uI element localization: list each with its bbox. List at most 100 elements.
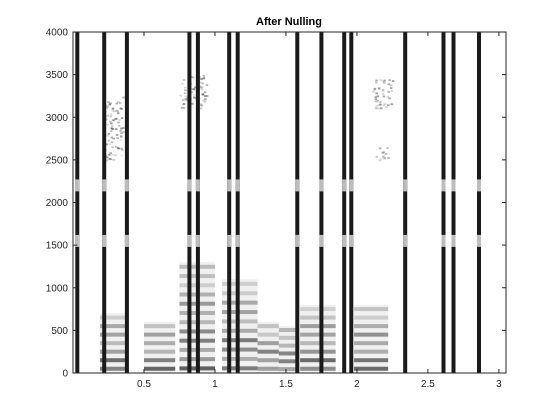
vertical-line bbox=[342, 32, 347, 373]
harmonic-stripe bbox=[143, 324, 176, 329]
formant-speckle bbox=[377, 107, 380, 110]
formant-speckle bbox=[109, 113, 113, 116]
vertical-line-notch bbox=[342, 179, 347, 192]
formant-speckle bbox=[118, 119, 121, 121]
formant-speckle bbox=[105, 107, 109, 109]
formant-speckle bbox=[190, 91, 194, 94]
vertical-line-bar bbox=[75, 32, 80, 373]
formant-speckle bbox=[184, 98, 188, 100]
formant-speckle bbox=[205, 84, 209, 86]
formant-speckle bbox=[375, 155, 378, 158]
vertical-line-bar bbox=[195, 32, 200, 373]
formant-speckle bbox=[381, 152, 385, 154]
harmonic-haze bbox=[300, 304, 336, 373]
formant-speckle bbox=[378, 87, 381, 89]
vertical-line-bar bbox=[124, 32, 129, 373]
harmonic-stripe bbox=[99, 341, 129, 346]
formant-speckle bbox=[192, 96, 196, 98]
formant-speckle bbox=[110, 130, 113, 132]
formant-speckle bbox=[108, 143, 112, 146]
formant-speckle bbox=[107, 132, 111, 135]
harmonic-stripe bbox=[257, 366, 279, 371]
formant-speckle bbox=[199, 107, 203, 110]
formant-speckle bbox=[115, 109, 118, 112]
vertical-line bbox=[102, 32, 107, 373]
formant-speckle bbox=[106, 114, 110, 117]
harmonic-region bbox=[143, 321, 176, 373]
formant-speckle bbox=[204, 95, 207, 97]
formant-speckle bbox=[111, 128, 115, 130]
formant-speckle bbox=[119, 138, 123, 141]
harmonic-stripe bbox=[354, 358, 389, 363]
formant-speckle bbox=[120, 132, 123, 135]
formant-speckle bbox=[201, 82, 204, 85]
vertical-line bbox=[319, 32, 324, 373]
formant-speckle bbox=[105, 156, 108, 158]
vertical-line-notch bbox=[187, 179, 192, 192]
formant-speckle bbox=[111, 109, 114, 112]
formant-speckle bbox=[378, 147, 382, 150]
vertical-line-notch bbox=[195, 234, 200, 247]
formant-speckle bbox=[379, 79, 382, 81]
harmonic-stripe bbox=[354, 324, 389, 329]
vertical-line-bar bbox=[403, 32, 408, 373]
vertical-line-notch bbox=[124, 179, 129, 192]
vertical-line-bar bbox=[235, 32, 240, 373]
formant-speckle bbox=[112, 119, 115, 122]
vertical-line-notch bbox=[349, 179, 354, 192]
formant-speckle bbox=[384, 153, 388, 155]
formant-speckle bbox=[117, 121, 120, 124]
vertical-line-notch bbox=[227, 179, 232, 192]
formant-speckle bbox=[201, 93, 205, 96]
formant-speckle bbox=[199, 85, 202, 88]
formant-speckle bbox=[184, 86, 187, 89]
harmonic-region bbox=[300, 304, 336, 373]
formant-speckle bbox=[110, 125, 114, 128]
formant-speckle bbox=[374, 107, 378, 110]
formant-speckle bbox=[117, 124, 121, 127]
formant-speckle bbox=[200, 77, 203, 80]
formant-speckle bbox=[106, 105, 109, 108]
formant-speckle bbox=[105, 159, 108, 162]
harmonic-stripe bbox=[222, 291, 258, 296]
formant-speckle bbox=[200, 86, 204, 89]
y-tick-label: 3500 bbox=[46, 70, 69, 81]
formant-speckle bbox=[109, 120, 112, 123]
harmonic-stripe bbox=[354, 349, 389, 354]
harmonic-stripe bbox=[143, 366, 176, 371]
harmonic-stripe bbox=[143, 332, 176, 337]
formant-speckle bbox=[192, 88, 195, 91]
formant-speckle bbox=[109, 158, 112, 160]
vertical-line-notch bbox=[441, 179, 446, 192]
vertical-line bbox=[295, 32, 300, 373]
vertical-line-notch bbox=[235, 179, 240, 192]
formant-speckle bbox=[382, 155, 385, 158]
vertical-line bbox=[227, 32, 232, 373]
formant-speckle bbox=[116, 147, 120, 149]
vertical-line-notch bbox=[342, 234, 347, 247]
vertical-line-notch bbox=[227, 234, 232, 247]
harmonic-stripe bbox=[143, 358, 176, 363]
formant-speckle bbox=[106, 156, 109, 159]
vertical-line bbox=[75, 32, 80, 373]
vertical-line-notch bbox=[187, 234, 192, 247]
formant-speckle bbox=[388, 97, 391, 100]
formant-speckle bbox=[382, 95, 386, 98]
y-axis: 0 500 1000 1500 2000 2500 3000 3500 4000 bbox=[46, 28, 506, 380]
formant-speckle bbox=[119, 129, 123, 131]
vertical-line bbox=[235, 32, 240, 373]
formant-speckle bbox=[379, 103, 382, 106]
harmonic-stripe bbox=[143, 349, 176, 354]
x-tick-label: 2.5 bbox=[421, 379, 435, 390]
harmonic-stripe bbox=[354, 341, 389, 346]
formant-speckle bbox=[205, 95, 209, 97]
formant-speckle bbox=[110, 127, 113, 130]
y-tick-label: 0 bbox=[62, 369, 68, 380]
formant-speckle bbox=[375, 79, 378, 82]
vertical-line-bar bbox=[451, 32, 456, 373]
harmonic-stripe bbox=[354, 366, 389, 371]
formant-speckle bbox=[386, 147, 389, 149]
x-tick-label: 2 bbox=[354, 379, 360, 390]
vertical-line-bar bbox=[319, 32, 324, 373]
formant-speckle bbox=[373, 89, 376, 91]
